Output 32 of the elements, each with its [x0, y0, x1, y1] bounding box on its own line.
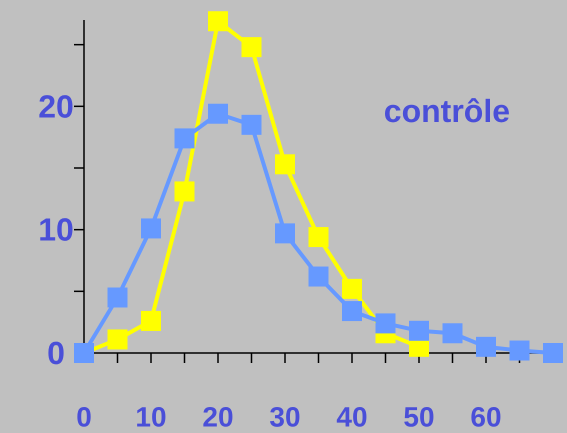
point	[376, 313, 396, 334]
y-tick-label: 20	[38, 88, 74, 124]
x-tick-label: 60	[470, 402, 502, 432]
point	[108, 329, 128, 350]
point	[342, 301, 362, 322]
point	[242, 37, 262, 58]
point	[442, 323, 462, 344]
point	[476, 336, 496, 357]
point	[308, 266, 328, 287]
point	[409, 320, 429, 341]
y-tick-label: 0	[47, 335, 65, 371]
annotation: contrôle	[384, 93, 510, 129]
x-tick-label: 40	[336, 402, 368, 432]
point	[242, 114, 262, 135]
point	[141, 218, 161, 238]
point	[342, 278, 362, 299]
point	[275, 154, 295, 174]
point	[208, 104, 228, 124]
point	[174, 181, 194, 202]
x-tick-label: 10	[135, 402, 167, 432]
point	[208, 11, 228, 32]
point	[275, 223, 295, 244]
point	[308, 227, 328, 248]
point	[543, 343, 563, 363]
x-tick-label: 20	[202, 402, 234, 432]
point	[510, 340, 530, 361]
point	[108, 288, 128, 308]
point	[141, 310, 161, 331]
y-tick-label: 10	[38, 212, 74, 248]
x-tick-label: 30	[269, 402, 301, 432]
point	[174, 128, 194, 148]
x-tick-label: 50	[403, 402, 435, 432]
